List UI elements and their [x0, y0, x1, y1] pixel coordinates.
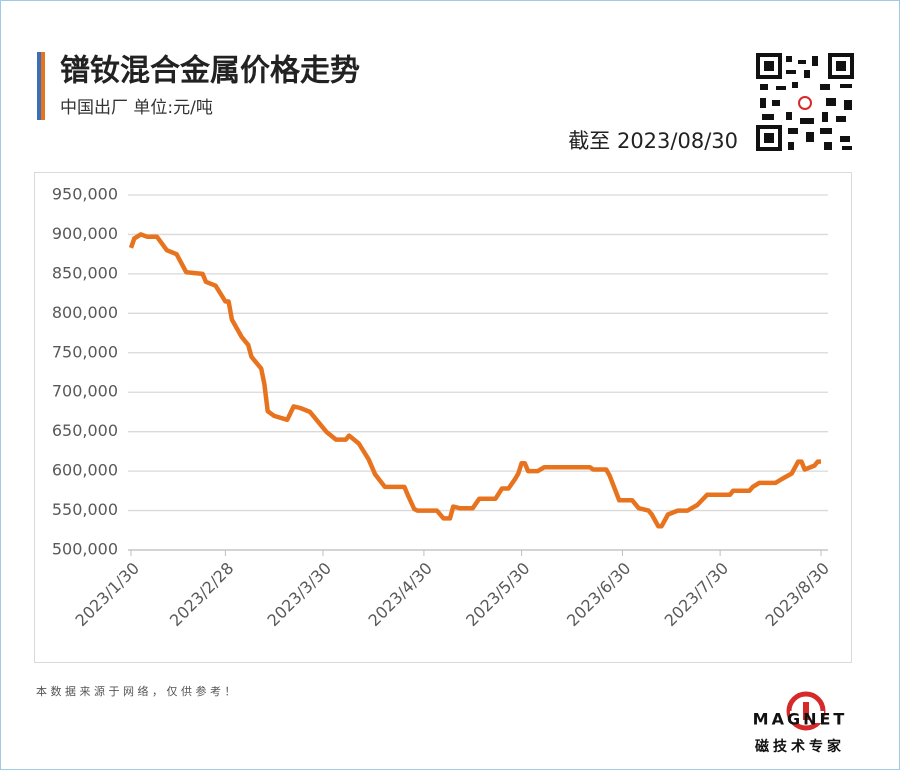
y-tick-label: 600,000 [52, 461, 118, 480]
y-tick-label: 650,000 [52, 421, 118, 440]
subtitle: 中国出厂 单位:元/吨 [60, 98, 213, 118]
as-of-date: 截至 2023/08/30 [568, 129, 738, 153]
price-line [128, 232, 821, 529]
y-tick-label: 750,000 [52, 342, 118, 361]
title: 镨钕混合金属价格走势 [60, 54, 360, 89]
y-tick-label: 700,000 [52, 382, 118, 401]
brand-tagline: 磁技术专家 [755, 738, 845, 755]
y-tick-label: 900,000 [52, 224, 118, 243]
y-tick-label: 850,000 [52, 263, 118, 282]
y-tick-label: 800,000 [52, 303, 118, 322]
plot-frame [34, 172, 852, 663]
y-tick-label: 500,000 [52, 540, 118, 559]
qr-code [756, 53, 854, 151]
y-tick-label: 550,000 [52, 500, 118, 519]
brand: MAGNET [753, 710, 848, 729]
logo: MAGNET 磁技术专家 [753, 691, 848, 755]
title-bar [37, 52, 45, 120]
source-note: 本 数 据 来 源 于 网 络 ， 仅 供 参 考 ！ [36, 684, 235, 698]
y-tick-label: 950,000 [52, 185, 118, 204]
